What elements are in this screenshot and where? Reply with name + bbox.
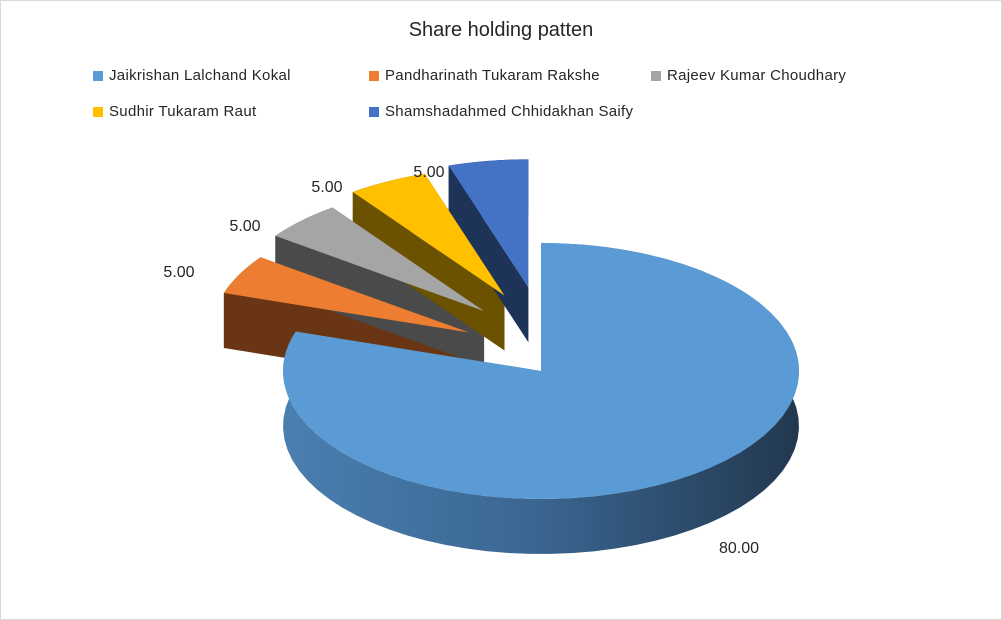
legend-swatch-4: [369, 106, 379, 117]
legend-label-0: Jaikrishan Lalchand Kokal: [109, 67, 291, 84]
legend-label-1: Pandharinath Tukaram Rakshe: [385, 67, 600, 84]
legend-swatch-1: [369, 70, 379, 81]
legend-label-4: Shamshadahmed Chhidakhan Saify: [385, 103, 634, 120]
legend-item-4: Shamshadahmed Chhidakhan Saify: [369, 103, 633, 120]
slice-2: [275, 207, 485, 312]
legend-label-2: Rajeev Kumar Choudhary: [667, 67, 847, 84]
data-label-1: 5.00: [163, 264, 194, 281]
data-label-2: 5.00: [229, 218, 260, 235]
slice-3: [352, 173, 505, 296]
chart-title: Share holding patten: [408, 19, 594, 41]
data-label-0: 80.00: [719, 540, 759, 557]
slice-wall-a-4: [448, 165, 529, 343]
data-label-4: 5.00: [413, 164, 444, 181]
legend-item-3: Sudhir Tukaram Raut: [93, 103, 256, 120]
slice-1: [223, 257, 470, 333]
legend-swatch-2: [651, 70, 661, 81]
legend-swatch-0: [93, 70, 103, 81]
slice-4: [448, 159, 529, 288]
slice-wall-a-3: [352, 191, 505, 351]
legend-item-0: Jaikrishan Lalchand Kokal: [93, 67, 291, 84]
legend-item-2: Rajeev Kumar Choudhary: [651, 67, 846, 84]
slice-0: [282, 243, 799, 499]
legend-label-3: Sudhir Tukaram Raut: [109, 103, 257, 120]
legend-swatch-3: [93, 106, 103, 117]
legend-item-1: Pandharinath Tukaram Rakshe: [369, 67, 600, 84]
data-label-3: 5.00: [311, 179, 342, 196]
